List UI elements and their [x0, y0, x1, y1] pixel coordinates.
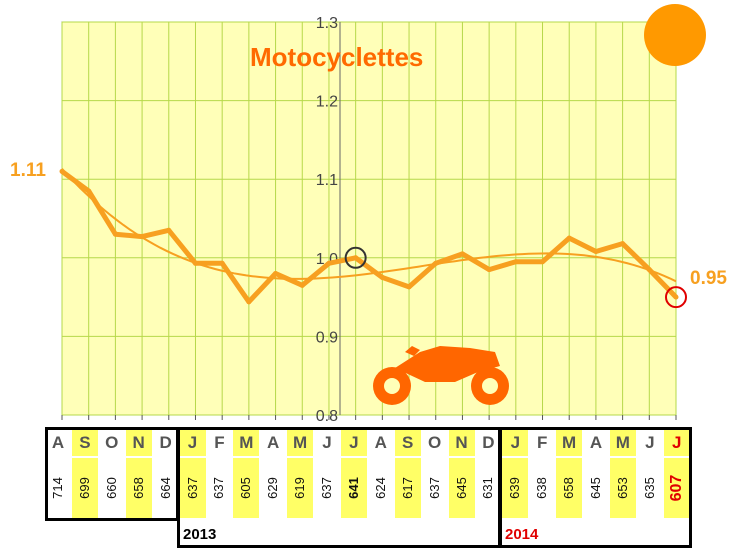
data-point [219, 260, 225, 266]
plot-area [61, 21, 677, 416]
data-point [566, 235, 572, 241]
table-block-2012 [45, 427, 179, 521]
month-label: M [609, 430, 636, 456]
month-label: S [394, 430, 421, 456]
value-cell: 699 [71, 458, 98, 518]
value-cell: 619 [287, 458, 314, 518]
month-label: D [159, 433, 172, 452]
chart-svg: 0.80.91.01.11.21.3 [59, 4, 706, 425]
data-point [406, 284, 412, 290]
month-label: O [427, 433, 442, 452]
month-label: O [105, 433, 119, 452]
value-cell: 639 [502, 458, 529, 518]
month-label: A [374, 433, 387, 452]
data-point [139, 234, 145, 240]
data-point [593, 249, 599, 255]
year-label-2013: 2013 [183, 526, 217, 543]
latest-marker [665, 286, 687, 309]
month-label: F [214, 433, 225, 452]
y-tick-label: 1.3 [316, 15, 338, 32]
data-point [459, 251, 465, 257]
y-tick-label: 1.1 [316, 172, 338, 189]
data-point [379, 274, 385, 280]
month-label: M [556, 430, 583, 456]
start-value-label: 1.11 [10, 160, 46, 181]
month-label: S [71, 430, 98, 456]
series-polyline [60, 169, 678, 305]
month-label: J [179, 430, 206, 456]
month-label: J [502, 430, 529, 456]
value-cell: 645 [448, 458, 475, 518]
data-point [433, 260, 439, 266]
data-point [59, 168, 65, 174]
month-label: N [125, 430, 152, 456]
data-point [620, 241, 626, 247]
month-label: A [51, 433, 65, 452]
value-cell: 637 [179, 458, 206, 518]
data-point [166, 227, 172, 233]
data-point [353, 255, 359, 261]
data-point [673, 294, 679, 300]
end-value-label: 0.95 [690, 268, 727, 289]
month-label: M [233, 430, 260, 456]
data-point [273, 271, 279, 277]
data-point [299, 282, 305, 288]
data-point [540, 259, 546, 265]
month-label: N [448, 430, 475, 456]
chart-title: Motocyclettes [250, 42, 424, 72]
sun-dot [644, 4, 706, 66]
value-cell: 617 [394, 458, 421, 518]
month-label: D [482, 433, 495, 452]
value-cell: 607 [663, 458, 690, 518]
year-label-2014: 2014 [505, 526, 539, 543]
data-point [112, 231, 118, 237]
value-cell: 605 [233, 458, 260, 518]
month-label: M [287, 430, 314, 456]
data-point [246, 299, 252, 305]
table-block-2013 [177, 427, 501, 548]
data-point [486, 267, 492, 273]
month-label: J [645, 433, 655, 452]
value-cell: 641 [340, 458, 367, 518]
value-cell: 658 [556, 458, 583, 518]
y-tick-label: 1.2 [316, 94, 338, 111]
y-tick-label: 0.9 [316, 329, 338, 346]
month-label: J [340, 430, 367, 456]
month-label: A [589, 433, 603, 452]
month-label: F [536, 433, 548, 452]
month-label: J [322, 433, 332, 452]
series-line [59, 168, 687, 309]
y-tick-label: 0.8 [316, 408, 338, 425]
data-point [513, 259, 519, 265]
vertical-gridlines [61, 22, 677, 415]
value-cell: 653 [609, 458, 636, 518]
data-point [326, 260, 332, 266]
motorcycle-icon [373, 346, 509, 405]
month-label: J [663, 430, 690, 456]
table-block-2014 [499, 427, 692, 548]
month-label: A [267, 433, 280, 452]
value-cell: 658 [125, 458, 152, 518]
data-point [192, 260, 198, 266]
trend-curve [61, 168, 677, 283]
horizontal-gridlines [61, 21, 677, 420]
data-point [86, 188, 92, 194]
reference-marker [344, 246, 367, 269]
data-point [646, 267, 652, 273]
